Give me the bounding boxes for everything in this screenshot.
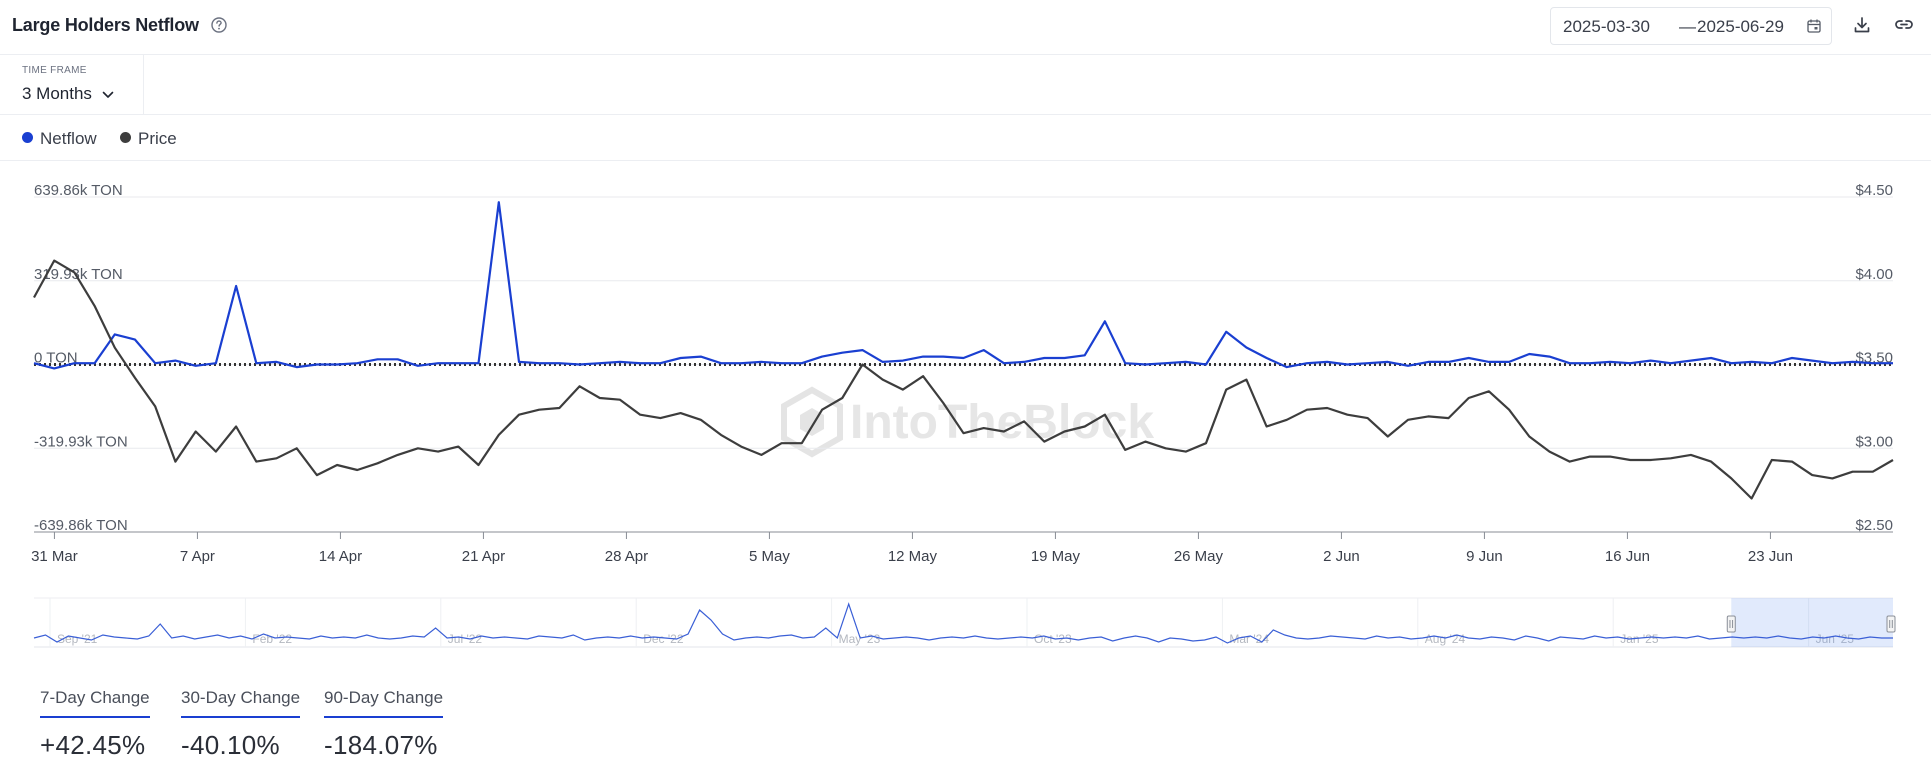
x-tick-label: 21 Apr: [462, 548, 505, 565]
y-left-tick-label: 639.86k TON: [34, 182, 123, 199]
series-line-netflow[interactable]: [33, 201, 1893, 370]
navigator-handle-grip[interactable]: [1726, 615, 1736, 633]
timeframe-row: [0, 55, 1931, 115]
x-tick-label: 14 Apr: [319, 548, 362, 565]
navigator-label: Sep '21: [57, 632, 98, 646]
navigator-handle-left[interactable]: [1726, 615, 1736, 633]
y-left-tick-label: 319.93k TON: [34, 266, 123, 283]
navigator-grid: [34, 597, 1893, 648]
x-tick-label: 9 Jun: [1466, 548, 1503, 565]
chart-series: [33, 201, 1894, 500]
calendar-icon: [1807, 19, 1821, 33]
x-tick-label: 31 Mar: [31, 548, 78, 565]
download-icon[interactable]: [1852, 15, 1872, 35]
navigator-label: Aug '24: [1425, 632, 1466, 646]
x-tick-label: 26 May: [1174, 548, 1224, 565]
x-tick-label: 12 May: [888, 548, 938, 565]
navigator-handle-grip[interactable]: [1886, 615, 1896, 633]
y-left-tick-label: -639.86k TON: [34, 517, 128, 534]
chevron-down-icon: [102, 91, 114, 98]
page-title: Large Holders Netflow: [12, 15, 199, 35]
legend-label-price: Price: [138, 129, 177, 148]
y-left-tick-label: -319.93k TON: [34, 433, 128, 450]
date-end: 2025-06-29: [1697, 17, 1784, 36]
navigator-label: Mar '24: [1229, 632, 1269, 646]
legend-dot-netflow: [22, 132, 33, 143]
y-right-tick-label: $3.00: [1855, 433, 1893, 450]
legend: Netflow Price: [0, 115, 1931, 161]
stat-value-90-day: -184.07%: [324, 730, 438, 760]
y-left-tick-label: 0 TON: [34, 350, 78, 367]
y-right-tick-label: $2.50: [1855, 517, 1893, 534]
watermark: IntoTheBlock: [781, 386, 1154, 458]
range-navigator[interactable]: Sep '21 Feb '22 Jul '22 Dec '22 May '23 Oct '…: [0, 595, 1931, 653]
series-line-price[interactable]: [33, 259, 1894, 500]
navigator-series-line: [33, 602, 1893, 644]
timeframe-selector[interactable]: TIME FRAME 3 Months: [0, 55, 144, 115]
help-circle-icon[interactable]: [210, 16, 228, 34]
watermark-text: IntoTheBlock: [850, 396, 1154, 449]
legend-item-netflow[interactable]: Netflow: [22, 129, 97, 149]
navigator-labels: Sep '21 Feb '22 Jul '22 Dec '22 May '23 Oct '…: [57, 632, 1854, 646]
stat-label-30-day[interactable]: 30-Day Change: [181, 688, 301, 718]
navigator-selection[interactable]: [1731, 598, 1893, 647]
stat-30-day: 30-Day Change -40.10%: [181, 688, 301, 761]
stat-value-7-day: +42.45%: [40, 730, 146, 760]
legend-item-price[interactable]: Price: [120, 129, 177, 149]
x-axis: 31 Mar 7 Apr 14 Apr 21 Apr 28 Apr 5 May 12 May…: [31, 532, 1793, 565]
y-right-tick-label: $4.50: [1855, 182, 1893, 199]
netflow-price-chart[interactable]: IntoTheBlock 639.86k TON 319.93k TON 0 TON…: [0, 161, 1931, 581]
chart-header: Large Holders Netflow 2025-03-30 — 2025-…: [0, 0, 1931, 55]
navigator-label: Dec '22: [643, 632, 684, 646]
navigator-label: May '23: [839, 632, 881, 646]
x-tick-label: 7 Apr: [180, 548, 215, 565]
navigator-handle-right[interactable]: [1886, 615, 1896, 633]
x-tick-label: 16 Jun: [1605, 548, 1650, 565]
navigator-label: Feb '22: [252, 632, 292, 646]
y-axis-right: $4.50$4.00$3.50$3.00$2.50: [1855, 182, 1893, 534]
legend-label-netflow: Netflow: [40, 129, 97, 148]
x-tick-label: 2 Jun: [1323, 548, 1360, 565]
y-right-tick-label: $4.00: [1855, 266, 1893, 283]
x-tick-label: 23 Jun: [1748, 548, 1793, 565]
x-tick-label: 5 May: [749, 548, 790, 565]
navigator-label: Jun '25: [1816, 632, 1855, 646]
legend-dot-price: [120, 132, 131, 143]
date-start: 2025-03-30: [1563, 17, 1650, 36]
watermark-logo: [781, 386, 843, 458]
date-separator: —: [1679, 17, 1696, 36]
stat-value-30-day: -40.10%: [181, 730, 280, 760]
stat-7-day: 7-Day Change +42.45%: [40, 688, 150, 761]
stat-label-90-day[interactable]: 90-Day Change: [324, 688, 444, 718]
stat-label-7-day[interactable]: 7-Day Change: [40, 688, 150, 718]
date-range-picker[interactable]: 2025-03-30 — 2025-06-29: [1550, 7, 1832, 45]
y-axis-left: 639.86k TON 319.93k TON 0 TON -319.93k TON -…: [34, 182, 128, 534]
x-tick-label: 19 May: [1031, 548, 1081, 565]
timeframe-value[interactable]: 3 Months: [22, 84, 92, 103]
timeframe-label: TIME FRAME: [22, 65, 87, 76]
stat-90-day: 90-Day Change -184.07%: [324, 688, 444, 761]
x-tick-label: 28 Apr: [605, 548, 648, 565]
navigator-label: Jul '22: [448, 632, 483, 646]
link-icon[interactable]: [1893, 15, 1915, 35]
navigator-label: Jan '25: [1620, 632, 1659, 646]
